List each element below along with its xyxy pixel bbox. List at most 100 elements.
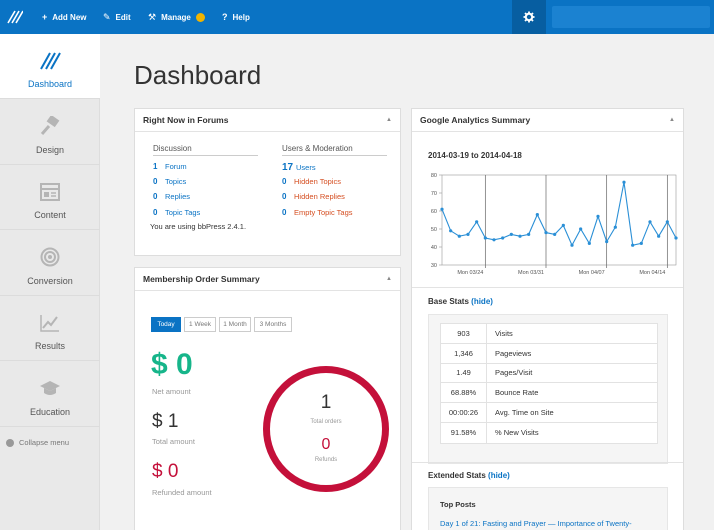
plus-icon: +: [42, 12, 48, 22]
stat-label: Visits: [495, 328, 513, 338]
forums-panel: Right Now in Forums ▲ Discussion 1 Forum…: [134, 108, 401, 256]
collapse-caret-icon[interactable]: ▲: [669, 117, 675, 123]
sidebar-item-dashboard[interactable]: Dashboard: [0, 34, 100, 99]
users-link[interactable]: Users: [296, 163, 316, 172]
base-stats-label: Base Stats: [428, 297, 469, 306]
page-title: Dashboard: [134, 60, 262, 90]
data-point: [544, 231, 548, 235]
search-input[interactable]: [552, 6, 710, 28]
replies-stat-row[interactable]: 0 Replies: [153, 192, 258, 207]
users-stat-row[interactable]: 17 Users: [282, 162, 387, 177]
add-new-button[interactable]: + Add New: [42, 0, 87, 34]
top-bar: + Add New ✎ Edit ⚒ Manage ? Help: [0, 0, 714, 34]
y-tick-label: 70: [431, 191, 437, 197]
analytics-panel-title: Google Analytics Summary: [420, 115, 531, 125]
sidebar-label-results: Results: [34, 341, 65, 351]
total-amount-label: Total amount: [152, 437, 195, 446]
help-button[interactable]: ? Help: [222, 0, 250, 34]
forum-stat-row[interactable]: 1 Forum: [153, 162, 258, 177]
x-tick-label: Mon 03/24: [457, 270, 483, 276]
sidebar-item-content[interactable]: Content: [0, 165, 100, 230]
range-1-month-button[interactable]: 1 Month: [219, 317, 251, 332]
empty-topic-tags-link[interactable]: Empty Topic Tags: [294, 207, 353, 217]
sidebar-item-conversion[interactable]: Conversion: [0, 231, 100, 296]
content-icon: [40, 183, 60, 201]
stat-label: % New Visits: [495, 428, 539, 438]
table-row: 1.49 Pages/Visit: [441, 363, 657, 384]
total-amount-value: $ 1: [152, 411, 179, 432]
range-1-week-button[interactable]: 1 Week: [184, 317, 216, 332]
data-point: [492, 238, 496, 242]
data-point: [596, 214, 600, 218]
y-tick-label: 30: [431, 263, 437, 269]
top-post-link[interactable]: Day 1 of 21: Fasting and Prayer — Import…: [440, 519, 632, 528]
stat-label: Pages/Visit: [495, 368, 533, 378]
data-point: [440, 207, 444, 211]
sidebar-label-content: Content: [34, 210, 66, 220]
collapse-icon: [6, 438, 14, 447]
data-point: [527, 232, 531, 236]
graduation-cap-icon: [40, 380, 60, 395]
plot-frame: [441, 174, 677, 266]
range-today-button[interactable]: Today: [151, 317, 181, 332]
forums-panel-header[interactable]: Right Now in Forums ▲: [135, 109, 400, 132]
stat-label: Avg. Time on Site: [495, 408, 554, 418]
empty-topic-tags-count: 0: [282, 207, 287, 217]
collapse-menu-label: Collapse menu: [19, 438, 70, 447]
hidden-replies-link[interactable]: Hidden Replies: [294, 192, 345, 202]
total-orders-label: Total orders: [310, 419, 342, 425]
data-point: [570, 243, 574, 247]
analytics-panel-header[interactable]: Google Analytics Summary ▲: [412, 109, 683, 132]
logo-icon[interactable]: [0, 0, 30, 34]
add-new-label: Add New: [52, 12, 87, 22]
manage-button[interactable]: ⚒ Manage: [148, 0, 205, 34]
topic-tags-link[interactable]: Topic Tags: [165, 207, 201, 217]
x-tick-label: Mon 03/31: [518, 270, 544, 276]
refunded-amount-value: $ 0: [152, 461, 179, 482]
data-point: [674, 236, 678, 240]
sidebar: Dashboard Design Content Conversion: [0, 34, 100, 530]
replies-count: 0: [153, 192, 158, 202]
data-point: [613, 225, 617, 229]
range-3-months-button[interactable]: 3 Months: [254, 317, 292, 332]
stat-value: 1,346: [441, 343, 487, 363]
extended-stats-box: Top Posts Day 1 of 21: Fasting and Praye…: [428, 487, 668, 530]
settings-button[interactable]: [512, 0, 546, 34]
manage-label: Manage: [161, 12, 191, 22]
sidebar-item-education[interactable]: Education: [0, 362, 100, 427]
visits-series-line: [441, 182, 677, 247]
divider: [412, 287, 683, 288]
topics-stat-row[interactable]: 0 Topics: [153, 177, 258, 192]
table-row: 68.88% Bounce Rate: [441, 383, 657, 404]
hidden-topics-stat-row[interactable]: 0 Hidden Topics: [282, 177, 387, 192]
data-point: [501, 236, 505, 240]
collapse-caret-icon[interactable]: ▲: [386, 117, 392, 123]
base-stats-hide-link[interactable]: (hide): [471, 297, 493, 306]
y-tick-label: 60: [431, 209, 437, 215]
sidebar-item-results[interactable]: Results: [0, 296, 100, 361]
collapse-caret-icon[interactable]: ▲: [386, 276, 392, 282]
forum-link[interactable]: Forum: [165, 162, 187, 171]
sidebar-label-education: Education: [29, 406, 71, 417]
extended-stats-hide-link[interactable]: (hide): [488, 471, 510, 480]
replies-link[interactable]: Replies: [165, 192, 191, 202]
data-point: [657, 234, 661, 238]
data-point: [509, 232, 513, 236]
data-point: [449, 229, 453, 233]
sidebar-item-design[interactable]: Design: [0, 100, 100, 165]
data-point: [639, 241, 643, 245]
empty-topic-tags-stat-row[interactable]: 0 Empty Topic Tags: [282, 208, 387, 223]
hidden-topics-link[interactable]: Hidden Topics: [294, 177, 341, 187]
topics-link[interactable]: Topics: [165, 177, 187, 187]
hidden-replies-stat-row[interactable]: 0 Hidden Replies: [282, 192, 387, 207]
data-point: [587, 241, 591, 245]
edit-button[interactable]: ✎ Edit: [103, 0, 131, 34]
sidebar-label-conversion: Conversion: [27, 275, 73, 286]
membership-panel-header[interactable]: Membership Order Summary ▲: [135, 268, 400, 291]
total-orders-value: 1: [320, 392, 332, 413]
data-point: [622, 180, 626, 184]
topic-tags-stat-row[interactable]: 0 Topic Tags: [153, 208, 258, 223]
visits-line-chart[interactable]: 30 40 50 60 70 80 Mon 03/24 Mon 03/31 Mon 04/07 M…: [420, 169, 682, 281]
collapse-menu-button[interactable]: Collapse menu: [6, 438, 69, 447]
date-range-group: Today 1 Week 1 Month 3 Months: [151, 317, 295, 332]
